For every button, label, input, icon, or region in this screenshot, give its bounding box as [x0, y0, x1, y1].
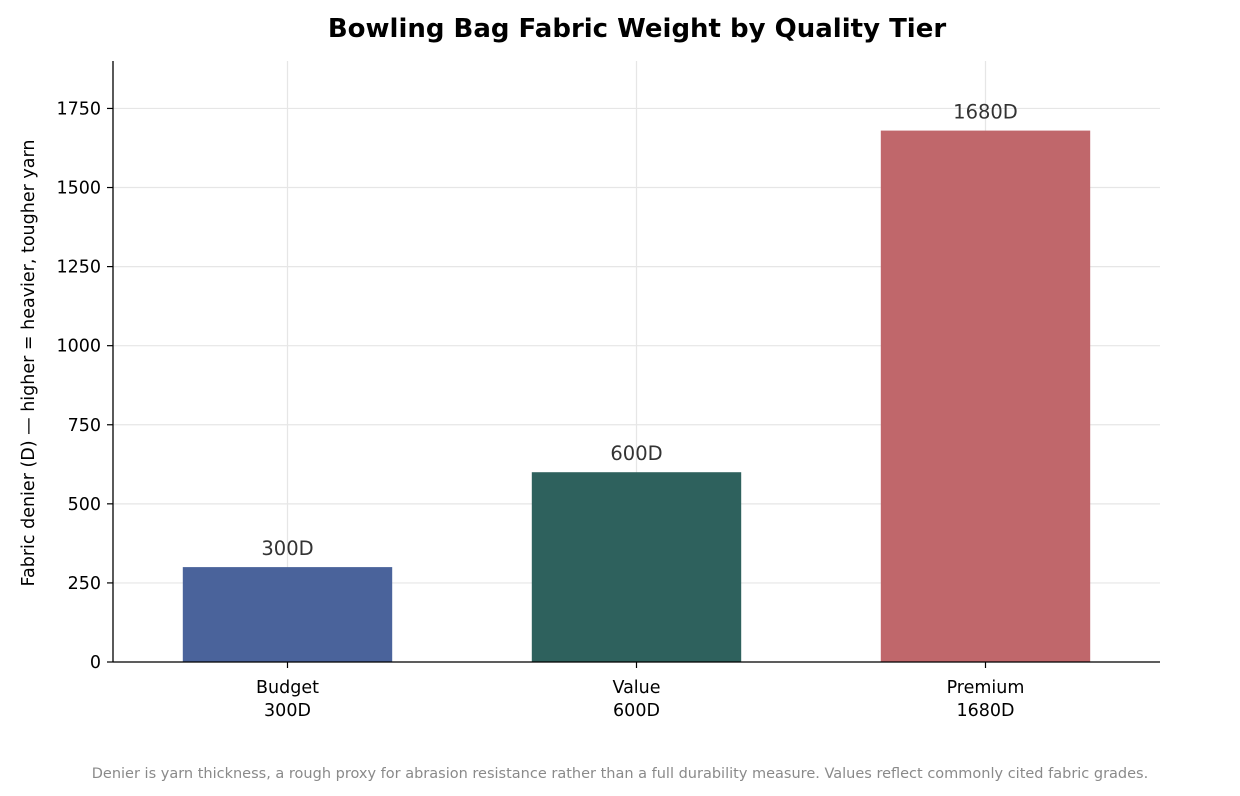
bar-premium [880, 130, 1091, 662]
data-label-value: 600D [610, 442, 662, 465]
y-tick-label: 1750 [56, 99, 101, 119]
y-axis-ticks: 0 250 500 750 1000 1250 1500 1750 [56, 99, 113, 673]
y-tick-label: 750 [68, 416, 101, 436]
bar-budget [182, 567, 393, 662]
y-tick-label: 500 [68, 495, 101, 515]
y-tick-label: 1250 [56, 258, 101, 278]
y-tick-label: 250 [68, 574, 101, 594]
y-tick-label: 1000 [56, 337, 101, 357]
data-label-budget: 300D [261, 537, 313, 560]
x-tick-label-name: Budget [256, 678, 319, 698]
y-tick-label: 1500 [56, 179, 101, 199]
y-tick-label: 0 [90, 653, 101, 673]
x-tick-label-denier: 600D [613, 701, 660, 721]
x-tick-label-denier: 1680D [956, 701, 1014, 721]
x-tick-label-name: Premium [947, 678, 1025, 698]
x-axis-ticks: Budget 300D Value 600D Premium 1680D [256, 662, 1024, 721]
data-label-premium: 1680D [953, 101, 1018, 124]
footnote: Denier is yarn thickness, a rough proxy … [92, 766, 1148, 782]
x-tick-label-denier: 300D [264, 701, 311, 721]
bar-value [531, 472, 742, 662]
x-tick-label-name: Value [612, 678, 660, 698]
bars [182, 130, 1091, 662]
chart-title: Bowling Bag Fabric Weight by Quality Tie… [328, 14, 947, 44]
data-labels: 300D 600D 1680D [261, 101, 1017, 561]
y-axis-label: Fabric denier (D) — higher = heavier, to… [19, 140, 39, 587]
